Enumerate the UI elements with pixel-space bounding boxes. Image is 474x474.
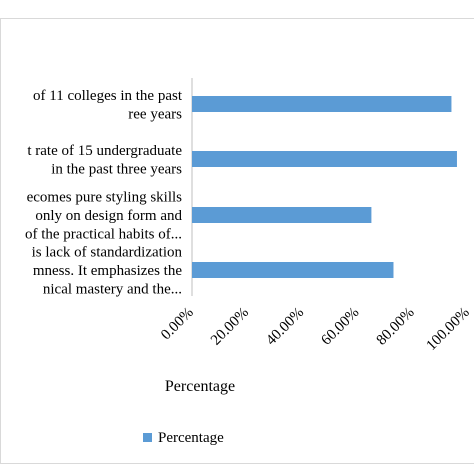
tick-label: 60.00%	[318, 305, 362, 349]
category-label: only on design form and	[35, 208, 182, 224]
tick-label: 80.00%	[374, 305, 418, 349]
category-label: of 11 colleges in the past	[33, 88, 183, 104]
category-label: nical mastery and the...	[43, 282, 182, 298]
category-label: ecomes pure styling skills	[27, 190, 183, 206]
tick-label: 100.00%	[424, 305, 473, 354]
category-label: of the practical habits of...	[25, 227, 182, 243]
bars-group	[192, 96, 457, 278]
category-label: t rate of 15 undergraduate	[27, 143, 182, 159]
category-labels: of 11 colleges in the past ree years t rat…	[25, 88, 183, 298]
legend-label: Percentage	[158, 430, 224, 446]
bar	[192, 262, 394, 278]
chart-border	[0, 18, 474, 464]
x-axis-title: Percentage	[165, 378, 235, 395]
category-label: in the past three years	[51, 161, 182, 177]
tick-label: 20.00%	[208, 305, 252, 349]
bar	[192, 151, 457, 167]
category-label: is lack of standardization	[32, 245, 183, 261]
category-label: mness. It emphasizes the	[33, 263, 182, 279]
legend-swatch	[143, 433, 152, 442]
tick-label: 40.00%	[263, 305, 307, 349]
bar	[192, 96, 452, 112]
legend: Percentage	[143, 430, 224, 446]
category-label: ree years	[128, 106, 182, 122]
bar	[192, 207, 372, 223]
tick-labels: 0.00% 20.00% 40.00% 60.00% 80.00% 100.00%	[158, 305, 473, 354]
tick-label: 0.00%	[158, 305, 197, 344]
